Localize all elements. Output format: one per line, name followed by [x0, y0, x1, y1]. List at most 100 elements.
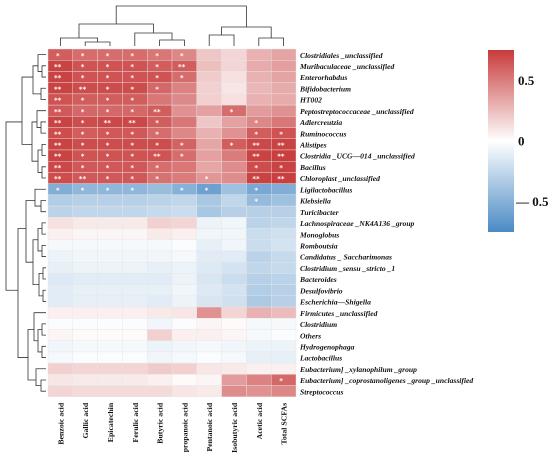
significance-star: * — [155, 175, 159, 183]
dendrogram-branch — [36, 110, 46, 128]
heatmap-cell — [246, 239, 272, 252]
significance-star: ** — [54, 108, 62, 116]
row-label: Bacteroides — [299, 275, 337, 284]
heatmap-cell — [122, 362, 148, 375]
significance-star: * — [81, 153, 85, 161]
heatmap-cell — [122, 351, 148, 364]
significance-star: * — [106, 74, 110, 82]
heatmap-cell — [97, 127, 123, 139]
significance-star: * — [130, 108, 134, 116]
heatmap-cell — [196, 160, 222, 173]
heatmap-cell — [146, 160, 173, 173]
heatmap-cell — [246, 48, 272, 61]
significance-star: * — [81, 130, 85, 138]
significance-star: * — [130, 153, 134, 161]
row-label: Turicibacter — [300, 208, 340, 217]
row-label: Adlercreutzia — [299, 118, 342, 127]
heatmap-cell — [221, 351, 247, 364]
heatmap-cell — [196, 273, 222, 285]
column-label: Gallic acid — [81, 402, 90, 438]
heatmap-cell — [97, 205, 123, 218]
dendrogram-branch — [159, 39, 185, 46]
heatmap-cell — [97, 385, 123, 398]
row-label: Streptococcus — [300, 387, 343, 396]
column-label: Acetic acid — [255, 402, 264, 439]
heatmap-cell — [171, 183, 197, 196]
significance-star: * — [254, 119, 258, 127]
heatmap-cell — [146, 228, 173, 240]
significance-star: * — [230, 142, 234, 150]
heatmap-cell — [97, 318, 123, 330]
significance-star: * — [106, 108, 110, 116]
significance-star: * — [155, 52, 159, 60]
dendrogram-branch — [40, 379, 46, 392]
heatmap-cell — [246, 217, 272, 229]
heatmap-cell — [146, 273, 173, 285]
heatmap-cell — [246, 194, 272, 207]
heatmap-cell — [72, 351, 98, 364]
heatmap-cell — [271, 318, 297, 330]
significance-star: * — [180, 142, 184, 150]
dendrogram-branch — [41, 345, 46, 358]
heatmap-cell — [47, 250, 73, 263]
heatmap-cell — [196, 228, 222, 240]
heatmap-cell — [171, 306, 197, 319]
row-label: Romboutsia — [299, 241, 338, 250]
heatmap-cell — [146, 306, 173, 319]
heatmap-cell — [246, 250, 272, 263]
heatmap-cell — [146, 172, 173, 184]
heatmap-cell — [246, 273, 272, 285]
heatmap-cell — [97, 273, 123, 285]
dendrogram-branch — [41, 244, 46, 257]
heatmap-cell — [271, 194, 297, 207]
significance-star: * — [106, 130, 110, 138]
heatmap-cell — [271, 116, 297, 128]
significance-star: * — [254, 164, 258, 172]
heatmap-cell — [72, 60, 98, 72]
dendrogram-branch — [41, 143, 46, 156]
heatmap-cell — [146, 60, 173, 72]
significance-star: * — [106, 142, 110, 150]
heatmap-cell — [146, 48, 173, 61]
heatmap-cell — [221, 149, 247, 162]
heatmap-cell — [171, 194, 197, 207]
heatmap-cell — [221, 228, 247, 240]
heatmap-cell — [122, 194, 148, 207]
heatmap-cell — [271, 329, 297, 341]
heatmap-cell — [72, 239, 98, 252]
heatmap-cell — [72, 284, 98, 297]
heatmap-cell — [221, 160, 247, 173]
column-labels: Benzoic acid Gallic acid Epicatechin Feruli… — [56, 402, 288, 453]
significance-star: * — [130, 130, 134, 138]
row-label: Enterorhabdus — [299, 73, 347, 82]
heatmap-cell — [221, 329, 247, 341]
heatmap-cell — [47, 284, 73, 297]
heatmap-cell — [122, 127, 148, 139]
heatmap-cell — [122, 149, 148, 162]
heatmap-cell — [246, 160, 272, 173]
heatmap-cell — [47, 205, 73, 218]
significance-star: ** — [153, 108, 161, 116]
heatmap-cell — [72, 250, 98, 263]
significance-star: ** — [252, 175, 260, 183]
significance-star: * — [180, 186, 184, 194]
heatmap-cell — [196, 60, 222, 72]
heatmap-cell — [146, 329, 173, 341]
row-label: Firmicutes _unclassified — [300, 309, 378, 318]
heatmap-cell — [122, 71, 148, 83]
significance-star: ** — [54, 97, 62, 105]
heatmap-cell — [47, 374, 73, 386]
significance-star: ** — [277, 153, 285, 161]
significance-star: * — [155, 119, 159, 127]
heatmap-cell — [196, 306, 222, 319]
heatmap-cell — [271, 127, 297, 139]
heatmap-cell — [171, 71, 197, 83]
heatmap-cell — [72, 385, 98, 398]
significance-star: * — [230, 108, 234, 116]
dendrogram-branch — [41, 222, 46, 235]
dendrogram-branch — [84, 41, 111, 46]
heatmap-cell — [221, 239, 247, 252]
heatmap-cell — [221, 172, 247, 184]
heatmap-cell — [122, 284, 148, 297]
